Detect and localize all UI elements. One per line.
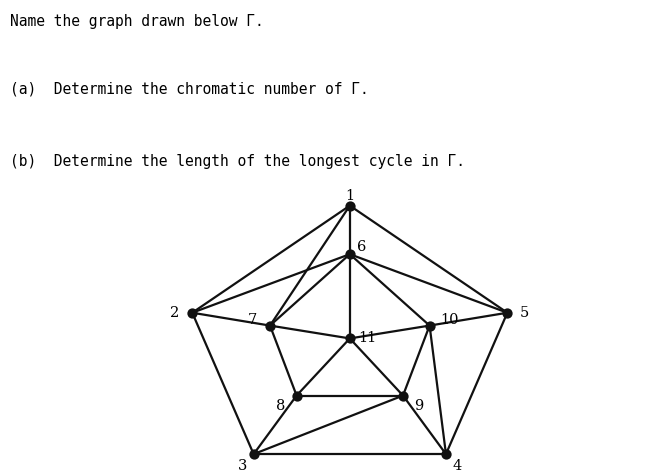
Text: 4: 4 <box>453 459 462 473</box>
Text: (a)  Determine the chromatic number of Γ.: (a) Determine the chromatic number of Γ. <box>10 81 369 97</box>
Point <box>345 202 355 209</box>
Point <box>345 335 355 342</box>
Text: 5: 5 <box>520 306 529 320</box>
Text: 2: 2 <box>170 306 180 320</box>
Point <box>345 250 355 258</box>
Point <box>424 322 435 329</box>
Text: 3: 3 <box>238 459 247 473</box>
Text: 8: 8 <box>277 399 286 413</box>
Point <box>187 309 197 317</box>
Text: 9: 9 <box>414 399 423 413</box>
Point <box>502 309 513 317</box>
Point <box>248 450 259 458</box>
Text: 11: 11 <box>358 331 376 346</box>
Point <box>265 322 275 329</box>
Point <box>398 392 409 399</box>
Point <box>291 392 302 399</box>
Text: 10: 10 <box>440 313 459 327</box>
Text: 1: 1 <box>345 188 354 203</box>
Text: 6: 6 <box>356 240 366 254</box>
Text: 7: 7 <box>248 313 257 327</box>
Point <box>441 450 451 458</box>
Text: Name the graph drawn below Γ.: Name the graph drawn below Γ. <box>10 14 263 30</box>
Text: (b)  Determine the length of the longest cycle in Γ.: (b) Determine the length of the longest … <box>10 154 465 169</box>
